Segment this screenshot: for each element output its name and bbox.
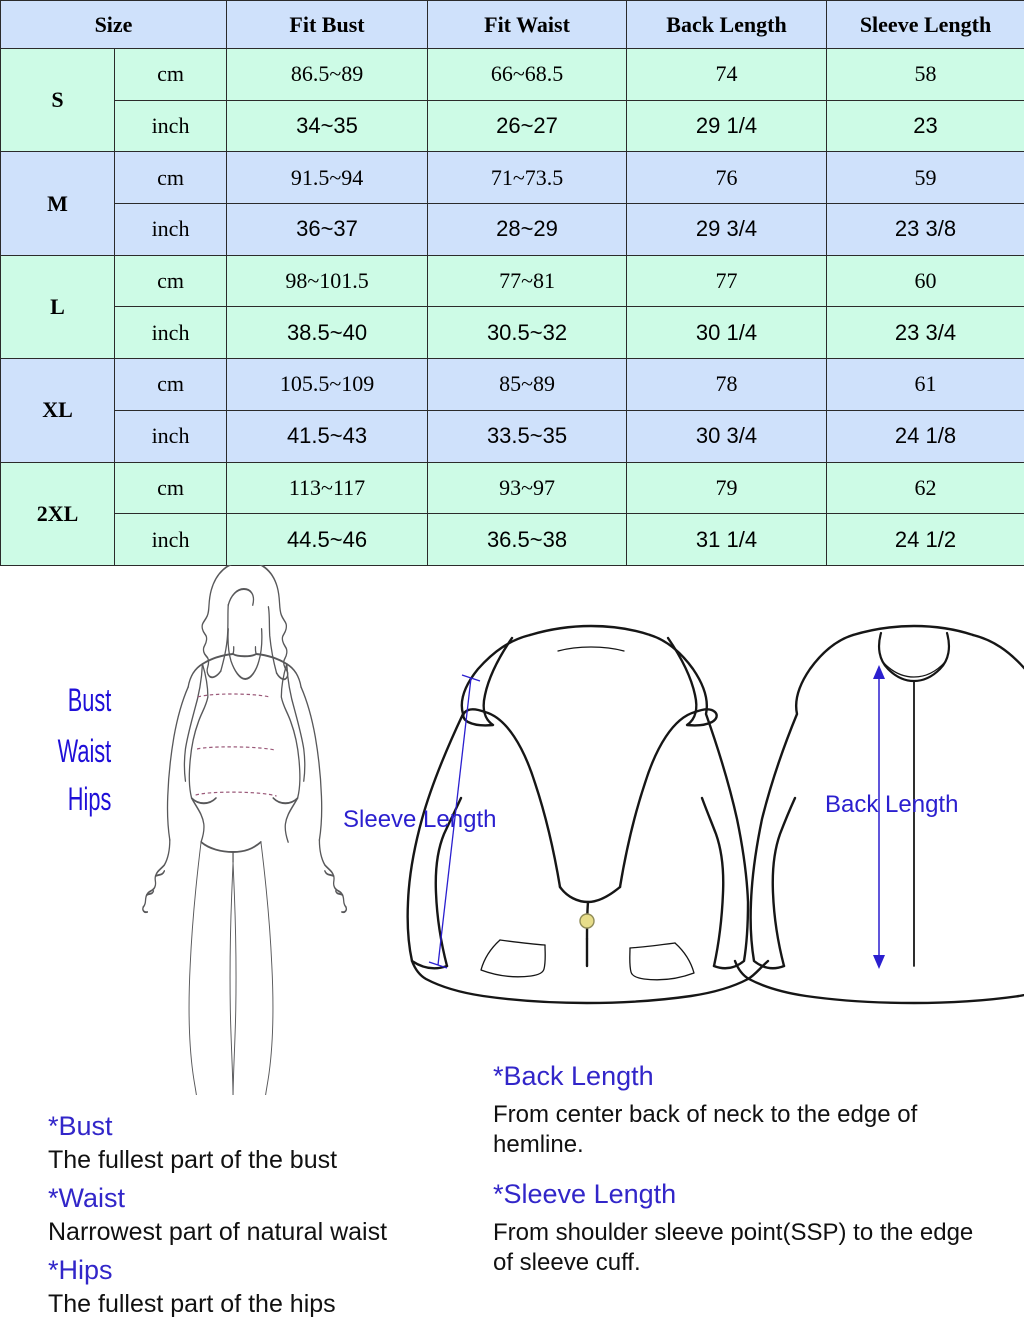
svg-text:Back Length: Back Length <box>825 791 958 818</box>
svg-text:Sleeve Length: Sleeve Length <box>343 806 496 833</box>
svg-text:Hips: Hips <box>68 781 112 817</box>
svg-text:Waist: Waist <box>58 733 112 769</box>
svg-text:Bust: Bust <box>68 682 112 718</box>
